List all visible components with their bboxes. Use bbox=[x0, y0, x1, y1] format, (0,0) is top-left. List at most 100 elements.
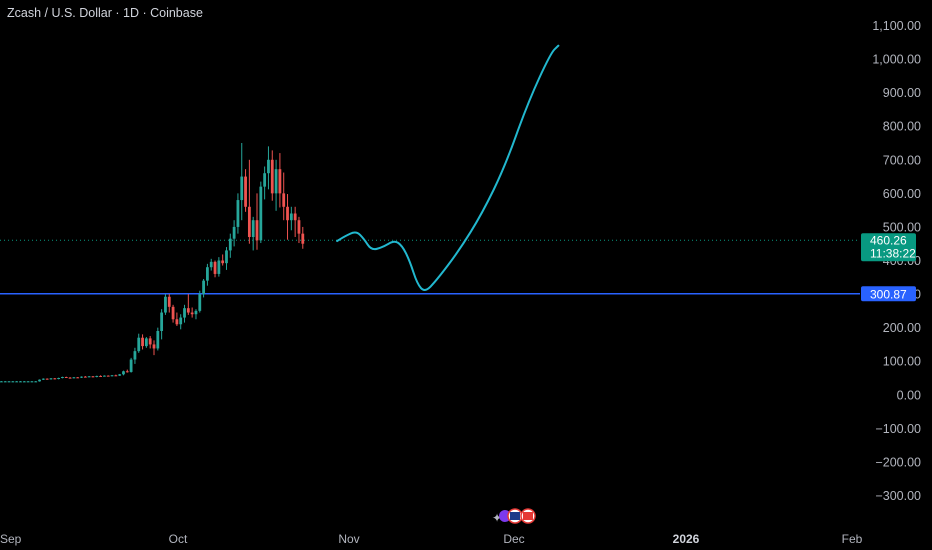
candle-body[interactable] bbox=[217, 260, 221, 274]
candle-body[interactable] bbox=[267, 159, 270, 174]
candle-body[interactable] bbox=[53, 378, 57, 380]
candle-body[interactable] bbox=[171, 306, 175, 320]
countdown-label: 11:38:22 bbox=[870, 246, 916, 260]
candle-body[interactable] bbox=[0, 381, 3, 383]
candle-body[interactable] bbox=[34, 381, 38, 383]
x-axis[interactable]: Sep Oct Nov Dec 2026 Feb bbox=[0, 532, 863, 546]
y-tick-label: −100.00 bbox=[875, 422, 921, 436]
candle-body[interactable] bbox=[144, 338, 148, 347]
candle-body[interactable] bbox=[148, 338, 152, 345]
candle-body[interactable] bbox=[45, 378, 49, 380]
candle-body[interactable] bbox=[26, 381, 30, 383]
candle-body[interactable] bbox=[141, 337, 144, 347]
sparkle-icon[interactable]: ✦ bbox=[492, 511, 502, 525]
candle-body[interactable] bbox=[209, 261, 213, 268]
candle-body[interactable] bbox=[251, 220, 255, 237]
candle-body[interactable] bbox=[11, 381, 15, 383]
y-tick-label: 200.00 bbox=[883, 321, 921, 335]
candle-body[interactable] bbox=[301, 233, 305, 244]
candle-body[interactable] bbox=[38, 379, 41, 382]
candle-body[interactable] bbox=[232, 226, 236, 239]
candle-body[interactable] bbox=[7, 381, 11, 383]
candle-body[interactable] bbox=[259, 186, 263, 241]
candle-body[interactable] bbox=[183, 308, 186, 318]
candle-body[interactable] bbox=[68, 377, 72, 379]
candle-body[interactable] bbox=[64, 376, 68, 378]
candle-body[interactable] bbox=[164, 296, 167, 313]
candle-body[interactable] bbox=[99, 375, 102, 377]
candle-body[interactable] bbox=[236, 200, 240, 227]
us-flag-icon bbox=[510, 512, 520, 520]
x-tick-label: Sep bbox=[0, 532, 22, 546]
event-icons[interactable]: ✦ bbox=[492, 508, 536, 525]
candle-body[interactable] bbox=[198, 294, 202, 311]
candle-body[interactable] bbox=[206, 267, 209, 281]
candle-body[interactable] bbox=[133, 351, 137, 360]
candles-layer bbox=[0, 143, 305, 383]
x-tick-label: Nov bbox=[338, 532, 359, 546]
candle-body[interactable] bbox=[103, 375, 106, 377]
candle-body[interactable] bbox=[274, 169, 278, 194]
support-layer bbox=[0, 239, 860, 295]
candle-body[interactable] bbox=[190, 312, 194, 315]
candle-body[interactable] bbox=[286, 206, 289, 221]
candle-body[interactable] bbox=[76, 377, 80, 379]
x-tick-label: 2026 bbox=[673, 532, 700, 546]
candle-body[interactable] bbox=[72, 377, 76, 379]
candle-body[interactable] bbox=[167, 296, 171, 307]
candle-body[interactable] bbox=[3, 381, 7, 383]
candle-body[interactable] bbox=[152, 344, 156, 349]
candle-body[interactable] bbox=[221, 260, 225, 264]
candle-body[interactable] bbox=[95, 375, 99, 377]
candle-body[interactable] bbox=[293, 213, 297, 221]
candle-body[interactable] bbox=[297, 220, 301, 234]
projection-curve[interactable] bbox=[336, 44, 560, 291]
candle-body[interactable] bbox=[80, 376, 83, 378]
candle-body[interactable] bbox=[244, 176, 247, 207]
candle-body[interactable] bbox=[289, 213, 293, 221]
candle-body[interactable] bbox=[278, 169, 282, 194]
candle-body[interactable] bbox=[137, 337, 141, 352]
candle-body[interactable] bbox=[91, 376, 95, 378]
support-price-label: 300.87 bbox=[870, 287, 907, 301]
candle-body[interactable] bbox=[228, 238, 232, 251]
candle-body[interactable] bbox=[114, 375, 118, 377]
candle-body[interactable] bbox=[57, 378, 61, 380]
candle-body[interactable] bbox=[41, 378, 45, 380]
candle-body[interactable] bbox=[179, 317, 183, 325]
candle-body[interactable] bbox=[175, 319, 179, 325]
candle-body[interactable] bbox=[240, 176, 244, 201]
candle-body[interactable] bbox=[194, 310, 198, 315]
candle-body[interactable] bbox=[255, 220, 259, 241]
candle-body[interactable] bbox=[160, 312, 164, 331]
candle-body[interactable] bbox=[282, 193, 286, 207]
candle-body[interactable] bbox=[19, 381, 22, 383]
candle-body[interactable] bbox=[87, 376, 91, 378]
candle-body[interactable] bbox=[186, 308, 190, 313]
candle-body[interactable] bbox=[225, 250, 228, 264]
candle-body[interactable] bbox=[110, 375, 114, 377]
candle-body[interactable] bbox=[156, 331, 160, 349]
last-price-label: 460.26 bbox=[870, 233, 907, 247]
y-tick-label: 600.00 bbox=[883, 187, 921, 201]
candle-body[interactable] bbox=[129, 359, 133, 372]
candle-body[interactable] bbox=[15, 381, 19, 383]
candle-body[interactable] bbox=[213, 261, 217, 274]
y-tick-label: 500.00 bbox=[883, 220, 921, 234]
candle-body[interactable] bbox=[83, 376, 87, 378]
candle-body[interactable] bbox=[61, 376, 64, 378]
candle-body[interactable] bbox=[49, 378, 53, 380]
candle-body[interactable] bbox=[22, 381, 26, 383]
candle-body[interactable] bbox=[106, 375, 110, 377]
candle-body[interactable] bbox=[247, 206, 251, 237]
candle-body[interactable] bbox=[30, 381, 34, 383]
candle-body[interactable] bbox=[270, 159, 274, 194]
candle-body[interactable] bbox=[263, 173, 267, 187]
y-tick-label: 800.00 bbox=[883, 120, 921, 134]
us-flag-icon bbox=[523, 512, 533, 520]
candle-body[interactable] bbox=[122, 371, 125, 375]
candle-body[interactable] bbox=[202, 280, 205, 295]
candle-body[interactable] bbox=[118, 374, 122, 376]
candle-body[interactable] bbox=[125, 371, 129, 373]
